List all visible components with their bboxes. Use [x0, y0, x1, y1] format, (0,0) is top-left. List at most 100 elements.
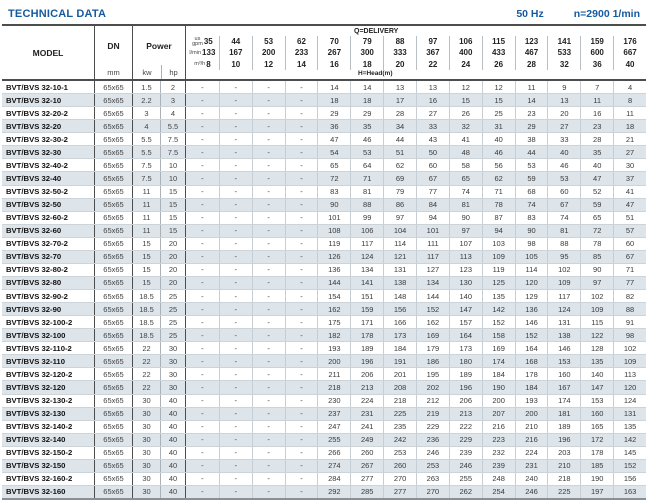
head-cell: - — [218, 472, 252, 485]
head-cell: 153 — [547, 355, 580, 368]
head-cell: - — [218, 198, 252, 211]
dn-cell: 65x65 — [95, 120, 133, 133]
head-cell: - — [251, 485, 285, 498]
head-cell: 57 — [613, 224, 646, 237]
head-cell: 117 — [350, 237, 383, 250]
kw-cell: 7.5 — [133, 172, 161, 185]
head-cell: 157 — [448, 316, 482, 329]
kw-cell: 30 — [133, 433, 161, 446]
delivery-value: 16 — [329, 59, 339, 69]
head-cell: 249 — [350, 433, 383, 446]
delivery-value: 200 — [261, 48, 276, 58]
head-cell: - — [201, 226, 204, 236]
head-cell: - — [284, 381, 318, 394]
delivery-value: 141 — [557, 37, 572, 47]
head-cell: 113 — [613, 368, 646, 381]
head-cell: - — [251, 459, 285, 472]
model-cell: BVT/BVS 32-160-2 — [2, 472, 95, 485]
hp-cell: 7.5 — [161, 146, 186, 159]
head-cell: - — [218, 303, 252, 316]
head-cell: - — [251, 250, 285, 263]
head-cell: 166 — [383, 316, 416, 329]
head-cell: 179 — [416, 342, 449, 355]
head-cell: 101 — [317, 211, 350, 224]
head-cell: 44 — [514, 146, 548, 159]
hp-cell: 40 — [161, 485, 186, 498]
table-row: BVT/BVS 32-80 65x65 15 20- - - -144 141 138 134 13… — [2, 276, 646, 290]
head-cell: 15 — [481, 94, 515, 107]
model-cell: BVT/BVS 32-120 — [2, 381, 95, 394]
head-cell: - — [251, 381, 285, 394]
head-cell: 164 — [514, 342, 548, 355]
model-cell: BVT/BVS 32-110-2 — [2, 342, 95, 355]
head-cell: - — [251, 276, 285, 289]
head-cell: 31 — [481, 120, 515, 133]
head-cell: 123 — [448, 263, 482, 276]
kw-cell: 30 — [133, 485, 161, 498]
head-cell: - — [251, 342, 285, 355]
head-cell: 185 — [580, 459, 613, 472]
table-row: BVT/BVS 32-110-2 65x65 22 30- - - -193 189 184 17… — [2, 342, 646, 356]
delivery-value: 176 — [623, 37, 637, 47]
delivery-value: 24 — [461, 59, 471, 69]
head-cell: - — [218, 159, 252, 172]
delivery-value-cell: 79 — [350, 36, 383, 48]
delivery-value: 14 — [297, 59, 306, 69]
kw-cell: 11 — [133, 185, 161, 198]
delivery-value-cell: 53 — [251, 36, 285, 48]
head-cell: - — [201, 409, 204, 419]
head-cell: 212 — [416, 394, 449, 407]
head-cell: 115 — [580, 316, 613, 329]
delivery-value: 400 — [459, 48, 473, 58]
head-cell: 4 — [613, 81, 646, 94]
kw-cell: 30 — [133, 446, 161, 459]
delivery-value-cell: 300 — [350, 47, 383, 59]
head-cell: - — [284, 329, 318, 342]
head-cell: 158 — [481, 329, 515, 342]
head-cell: 41 — [613, 185, 646, 198]
delivery-value-cell: 167 — [218, 47, 252, 59]
head-cell: 83 — [317, 185, 350, 198]
head-cell: - — [201, 356, 204, 366]
head-cell: 23 — [580, 120, 613, 133]
head-cell: 277 — [350, 472, 383, 485]
table-row: BVT/BVS 32-30 65x65 5.5 7.5- - - -54 53 51 50 48 46… — [2, 146, 646, 160]
head-cell: 190 — [481, 381, 515, 394]
model-cell: BVT/BVS 32-160 — [2, 485, 95, 498]
head-cell: 189 — [350, 342, 383, 355]
kw-cell: 15 — [133, 263, 161, 276]
head-cell: 285 — [350, 485, 383, 498]
head-cell: 30 — [613, 159, 646, 172]
head-cell: - — [251, 237, 285, 250]
kw-cell: 30 — [133, 459, 161, 472]
head-cell: 27 — [547, 120, 580, 133]
kw-cell: 4 — [133, 120, 161, 133]
table-row: BVT/BVS 32-120 65x65 22 30- - - -218 213 208 202 1… — [2, 381, 646, 395]
head-cell: 28 — [383, 107, 416, 120]
model-cell: BVT/BVS 32-10-1 — [2, 81, 95, 94]
head-cell: 262 — [448, 485, 482, 498]
head-cell: 77 — [416, 185, 449, 198]
table-row: BVT/BVS 32-150-2 65x65 30 40- - - -266 260 253 24… — [2, 446, 646, 460]
head-cell: 178 — [580, 446, 613, 459]
kw-cell: 22 — [133, 368, 161, 381]
head-cell: 142 — [481, 303, 515, 316]
table-row: BVT/BVS 32-140 65x65 30 40- - - -255 249 242 236 2… — [2, 433, 646, 447]
table-row: BVT/BVS 32-160-2 65x65 30 40- - - -284 277 270 26… — [2, 472, 646, 486]
table-header: MODEL DN mm Power kw hp Q=DELIVERY us gpm… — [2, 26, 646, 81]
head-cell: 134 — [416, 276, 449, 289]
model-cell: BVT/BVS 32-100-2 — [2, 316, 95, 329]
model-cell: BVT/BVS 32-80-2 — [2, 263, 95, 276]
model-cell: BVT/BVS 32-50-2 — [2, 185, 95, 198]
head-cell: 97 — [580, 276, 613, 289]
head-cell: 180 — [448, 355, 482, 368]
head-cell: 102 — [547, 263, 580, 276]
head-cell: 184 — [514, 381, 548, 394]
head-cell: 47 — [317, 133, 350, 146]
dn-cell: 65x65 — [95, 276, 133, 289]
table-row: BVT/BVS 32-120-2 65x65 22 30- - - -211 206 201 19… — [2, 368, 646, 382]
head-cell: 164 — [448, 329, 482, 342]
head-cell: 11 — [580, 94, 613, 107]
head-cell: 191 — [383, 355, 416, 368]
dn-cell: 65x65 — [95, 446, 133, 459]
